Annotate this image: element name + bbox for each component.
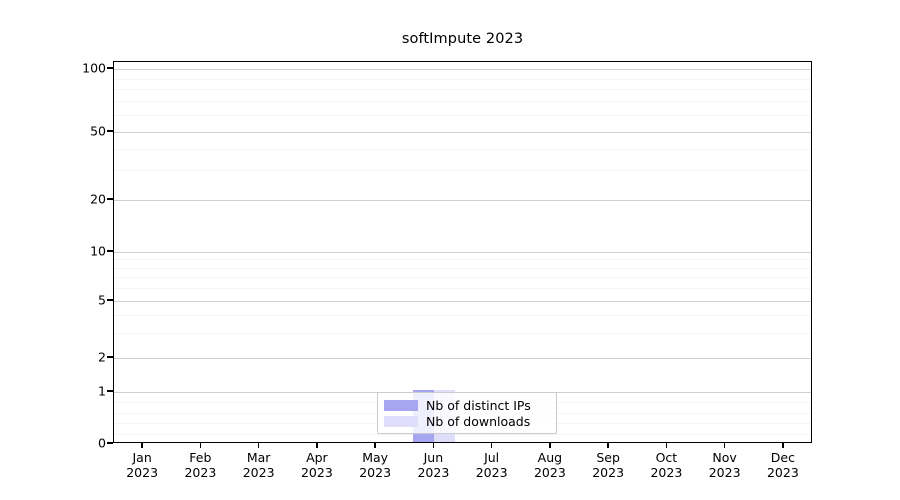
x-tick-year: 2023 — [592, 465, 625, 480]
x-tick-month: Jul — [484, 450, 500, 465]
x-tick-year: 2023 — [475, 465, 508, 480]
gridline-minor — [114, 115, 811, 117]
x-axis-tick-label: Sep 2023 — [575, 450, 641, 480]
x-axis-tick-label: Jan 2023 — [109, 450, 175, 480]
x-axis-tick-mark — [665, 443, 668, 448]
legend-item-downloads[interactable]: Nb of downloads — [384, 413, 550, 429]
legend-label-downloads: Nb of downloads — [426, 413, 531, 429]
gridline-minor — [114, 277, 811, 279]
x-tick-month: Dec — [770, 450, 795, 465]
gridline-minor — [114, 169, 811, 171]
chart-legend[interactable]: Nb of distinct IPs Nb of downloads — [377, 392, 557, 434]
x-axis-tick-mark — [549, 443, 551, 448]
legend-swatch-downloads — [384, 415, 418, 427]
y-axis-tick-mark — [107, 67, 113, 69]
y-axis-tick-mark — [107, 442, 113, 444]
x-axis-tick-mark — [141, 443, 143, 448]
x-axis-tick-label: Jul 2023 — [459, 450, 525, 480]
x-axis-tick-label: Jun 2023 — [400, 450, 466, 480]
x-axis-tick-label: Dec 2023 — [750, 450, 816, 480]
chart-title: softImpute 2023 — [401, 31, 524, 47]
x-tick-month: Feb — [189, 450, 212, 465]
x-tick-year: 2023 — [242, 465, 275, 480]
x-tick-month: Jan — [132, 450, 152, 465]
y-axis-tick-mark — [107, 198, 113, 200]
y-axis-tick-label: 10 — [90, 243, 106, 259]
gridline-major — [114, 132, 811, 133]
y-axis-tick-label: 0 — [98, 435, 106, 451]
x-axis-tick-mark — [607, 443, 609, 448]
y-axis-tick-mark — [107, 356, 113, 358]
gridline-minor — [114, 101, 811, 103]
x-tick-month: Aug — [537, 450, 563, 465]
gridline-minor — [114, 267, 811, 269]
x-tick-year: 2023 — [708, 465, 741, 480]
x-tick-month: Nov — [712, 450, 737, 465]
x-tick-month: Jun — [423, 450, 444, 465]
gridline-major — [114, 252, 811, 253]
gridline-minor — [114, 89, 811, 91]
x-tick-year: 2023 — [126, 465, 159, 480]
gridline-major — [114, 301, 811, 302]
gridline-major — [114, 200, 811, 201]
x-tick-month: Sep — [596, 450, 620, 465]
x-axis-tick-label: Mar 2023 — [226, 450, 292, 480]
x-axis-tick-label: Nov 2023 — [692, 450, 758, 480]
x-axis-tick-mark — [432, 443, 435, 448]
y-axis-tick-label: 2 — [98, 349, 106, 365]
gridline-minor — [114, 148, 811, 150]
y-axis-tick-mark — [107, 299, 113, 301]
x-axis-tick-mark — [490, 443, 493, 448]
x-axis-tick-mark — [316, 443, 318, 448]
x-axis-tick-mark — [374, 443, 376, 448]
gridline-minor — [114, 259, 811, 261]
x-tick-year: 2023 — [766, 465, 799, 480]
y-axis-tick-label: 20 — [90, 191, 106, 207]
x-tick-month: Oct — [655, 450, 678, 465]
x-tick-year: 2023 — [184, 465, 217, 480]
legend-swatch-distinct-ips — [384, 399, 418, 411]
legend-label-distinct-ips: Nb of distinct IPs — [426, 397, 531, 413]
gridline-minor — [114, 78, 811, 80]
y-axis-tick-label: 50 — [90, 123, 106, 139]
legend-item-distinct-ips[interactable]: Nb of distinct IPs — [384, 397, 550, 413]
y-axis-tick-label: 5 — [98, 292, 106, 308]
y-axis-tick-mark — [107, 130, 113, 132]
gridline-minor — [114, 314, 811, 316]
y-axis-tick-label: 1 — [98, 383, 106, 399]
gridline-minor — [114, 288, 811, 290]
x-tick-month: May — [362, 450, 389, 465]
y-axis-tick-mark — [107, 250, 113, 252]
x-tick-year: 2023 — [300, 465, 333, 480]
y-axis-tick-label: 100 — [82, 60, 106, 76]
x-axis-tick-label: May 2023 — [342, 450, 408, 480]
x-tick-year: 2023 — [417, 465, 450, 480]
gridline-minor — [114, 332, 811, 334]
y-axis-tick-mark — [107, 390, 113, 392]
x-axis-tick-mark — [199, 443, 202, 448]
x-tick-month: Apr — [306, 450, 328, 465]
gridline-major — [114, 69, 811, 70]
x-axis-tick-label: Feb 2023 — [167, 450, 233, 480]
x-tick-month: Mar — [246, 450, 271, 465]
x-tick-year: 2023 — [533, 465, 566, 480]
x-axis-tick-mark — [782, 443, 784, 448]
x-tick-year: 2023 — [359, 465, 392, 480]
x-axis-tick-mark — [257, 443, 260, 448]
x-axis-tick-label: Apr 2023 — [284, 450, 350, 480]
x-axis-tick-label: Oct 2023 — [633, 450, 699, 480]
gridline-minor — [114, 433, 811, 435]
y-axis-tick-labels: 0 1 2 5 10 20 50 100 — [60, 0, 106, 500]
plot-area — [113, 61, 812, 443]
x-axis-tick-mark — [723, 443, 726, 448]
x-tick-year: 2023 — [650, 465, 683, 480]
gridline-major — [114, 358, 811, 359]
x-axis-tick-label: Aug 2023 — [517, 450, 583, 480]
